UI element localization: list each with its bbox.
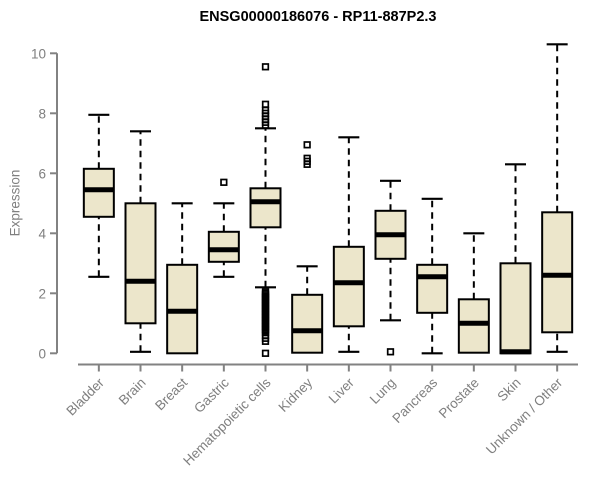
y-tick-label: 0 [38,346,46,361]
iqr-box [207,230,240,263]
x-tick-label-lung: Lung [367,375,399,407]
outlier-point [220,178,228,186]
outlier-point [386,348,395,356]
box-breast [166,202,199,355]
outlier-point [261,337,270,345]
x-tick-label-bladder: Bladder [63,375,107,419]
iqr-box [332,245,365,328]
iqr-box [457,298,490,354]
box-skin [499,163,532,355]
x-tick-label-skin: Skin [494,375,523,404]
x-tick-label-unknown-other: Unknown / Other [483,375,566,458]
x-tick-label-brain: Brain [116,375,149,408]
iqr-box [499,262,532,355]
y-tick-label: 4 [38,226,46,241]
x-tick-label-prostate: Prostate [436,375,482,421]
box-kidney [291,141,324,354]
y-tick-label: 10 [31,46,46,61]
iqr-box [249,187,282,229]
box-hematopoietic-cells [249,63,282,357]
y-tick-label: 2 [38,286,46,301]
x-tick-label-liver: Liver [326,375,358,407]
box-brain [124,130,157,353]
outlier-point [303,141,311,149]
box-gastric [207,178,240,278]
box-prostate [457,232,490,354]
iqr-box [541,211,574,334]
y-axis-title: Expression [7,169,23,237]
x-tick-label-pancreas: Pancreas [389,375,440,426]
outlier-point [261,63,270,71]
iqr-box [416,263,449,314]
outlier-point [261,349,270,357]
box-liver [332,136,365,353]
box-bladder [82,113,115,278]
x-tick-label-gastric: Gastric [191,375,232,416]
box-pancreas [416,197,449,355]
outlier-point [261,121,270,129]
chart-title: ENSG00000186076 - RP11-887P2.3 [199,9,437,25]
box-lung [374,179,407,356]
x-tick-label-kidney: Kidney [275,375,315,415]
x-tick-label-breast: Breast [152,375,190,413]
outlier-point [261,100,270,108]
y-tick-label: 8 [38,106,46,121]
iqr-box [82,167,115,218]
box-unknown-other [541,43,574,353]
outlier-point [303,160,311,168]
iqr-box [124,202,157,325]
y-tick-label: 6 [38,166,46,181]
iqr-box [291,293,324,354]
